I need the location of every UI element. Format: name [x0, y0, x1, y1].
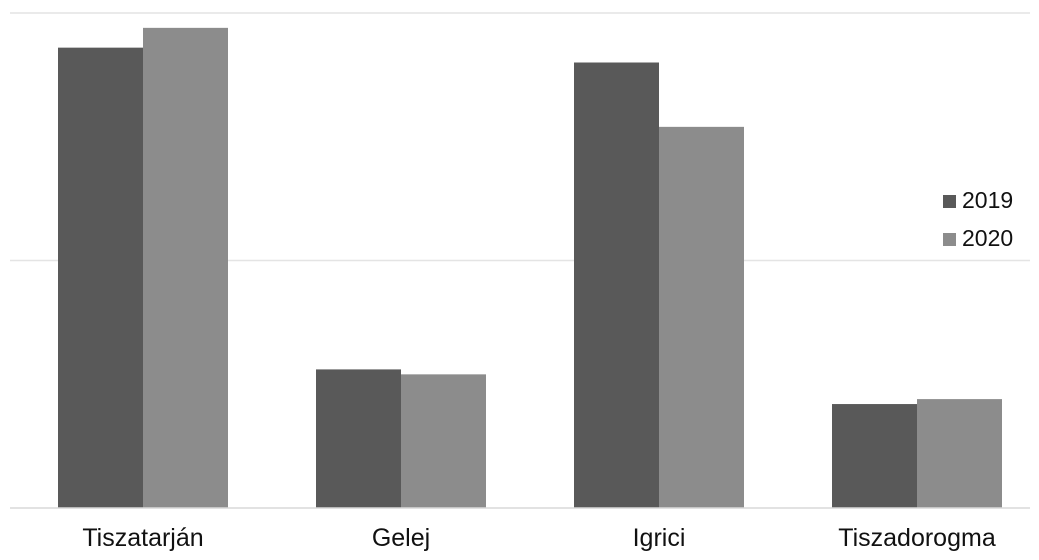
x-tick-label: Tiszadorogma — [838, 524, 996, 552]
bar-2020-tiszatarján — [143, 27, 228, 508]
bar-2019-tiszadorogma — [832, 404, 917, 508]
bar-2019-gelej — [316, 369, 401, 508]
legend-swatch — [943, 233, 956, 246]
x-tick-label: Gelej — [372, 524, 430, 552]
x-tick-labels: Tiszatarján Gelej Igrici Tiszadorogma — [82, 524, 995, 552]
x-tick-label: Igrici — [633, 524, 686, 552]
legend-label: 2020 — [962, 225, 1013, 251]
bar-2020-igrici — [659, 126, 744, 508]
bar-2020-tiszadorogma — [917, 399, 1002, 508]
bar-2019-igrici — [574, 62, 659, 508]
bar-2020-gelej — [401, 374, 486, 508]
legend-label: 2019 — [962, 187, 1013, 213]
legend-swatch — [943, 195, 956, 208]
x-tick-label: Tiszatarján — [82, 524, 203, 552]
bar-2019-tiszatarján — [58, 47, 143, 509]
bars — [58, 27, 1002, 509]
legend: 2019 2020 — [943, 187, 1013, 251]
